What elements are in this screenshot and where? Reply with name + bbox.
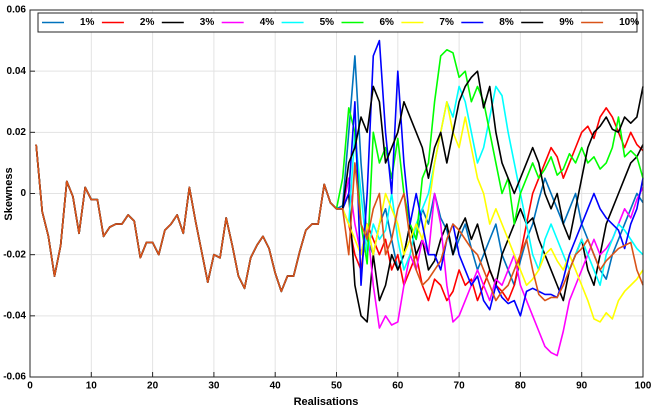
x-tick-label: 40 [270,381,282,392]
y-tick-label: 0.02 [7,127,27,138]
y-tick-label: -0.06 [3,372,26,383]
legend: 1% 2% 3% 4% 5% 6% 7% 8% 9% 10% [37,12,639,33]
legend-label: 9% [559,17,574,28]
y-tick-label: 0 [20,188,26,199]
y-tick-label: -0.04 [3,310,26,321]
legend-label: 2% [140,17,155,28]
x-tick-label: 30 [208,381,220,392]
x-tick-label: 100 [635,381,652,392]
y-axis-label: Skewness [3,167,15,220]
y-tick-label: 0.06 [7,5,27,16]
x-tick-label: 20 [147,381,159,392]
legend-label: 5% [320,17,335,28]
x-tick-label: 10 [86,381,98,392]
x-tick-label: 80 [515,381,527,392]
legend-label: 3% [200,17,215,28]
y-tick-label: 0.04 [7,66,27,77]
legend-label: 10% [619,17,639,28]
x-tick-label: 60 [392,381,404,392]
x-tick-label: 90 [576,381,588,392]
x-tick-label: 70 [454,381,466,392]
x-tick-label: 50 [331,381,343,392]
legend-label: 7% [439,17,454,28]
series-line [35,144,644,302]
legend-label: 6% [380,17,395,28]
y-tick-label: -0.02 [3,249,26,260]
x-tick-label: 0 [27,381,33,392]
legend-label: 8% [499,17,514,28]
legend-label: 1% [80,17,95,28]
legend-box [37,12,638,33]
plot-frame [29,9,644,378]
x-axis-label: Realisations [294,396,359,408]
legend-label: 4% [260,17,275,28]
